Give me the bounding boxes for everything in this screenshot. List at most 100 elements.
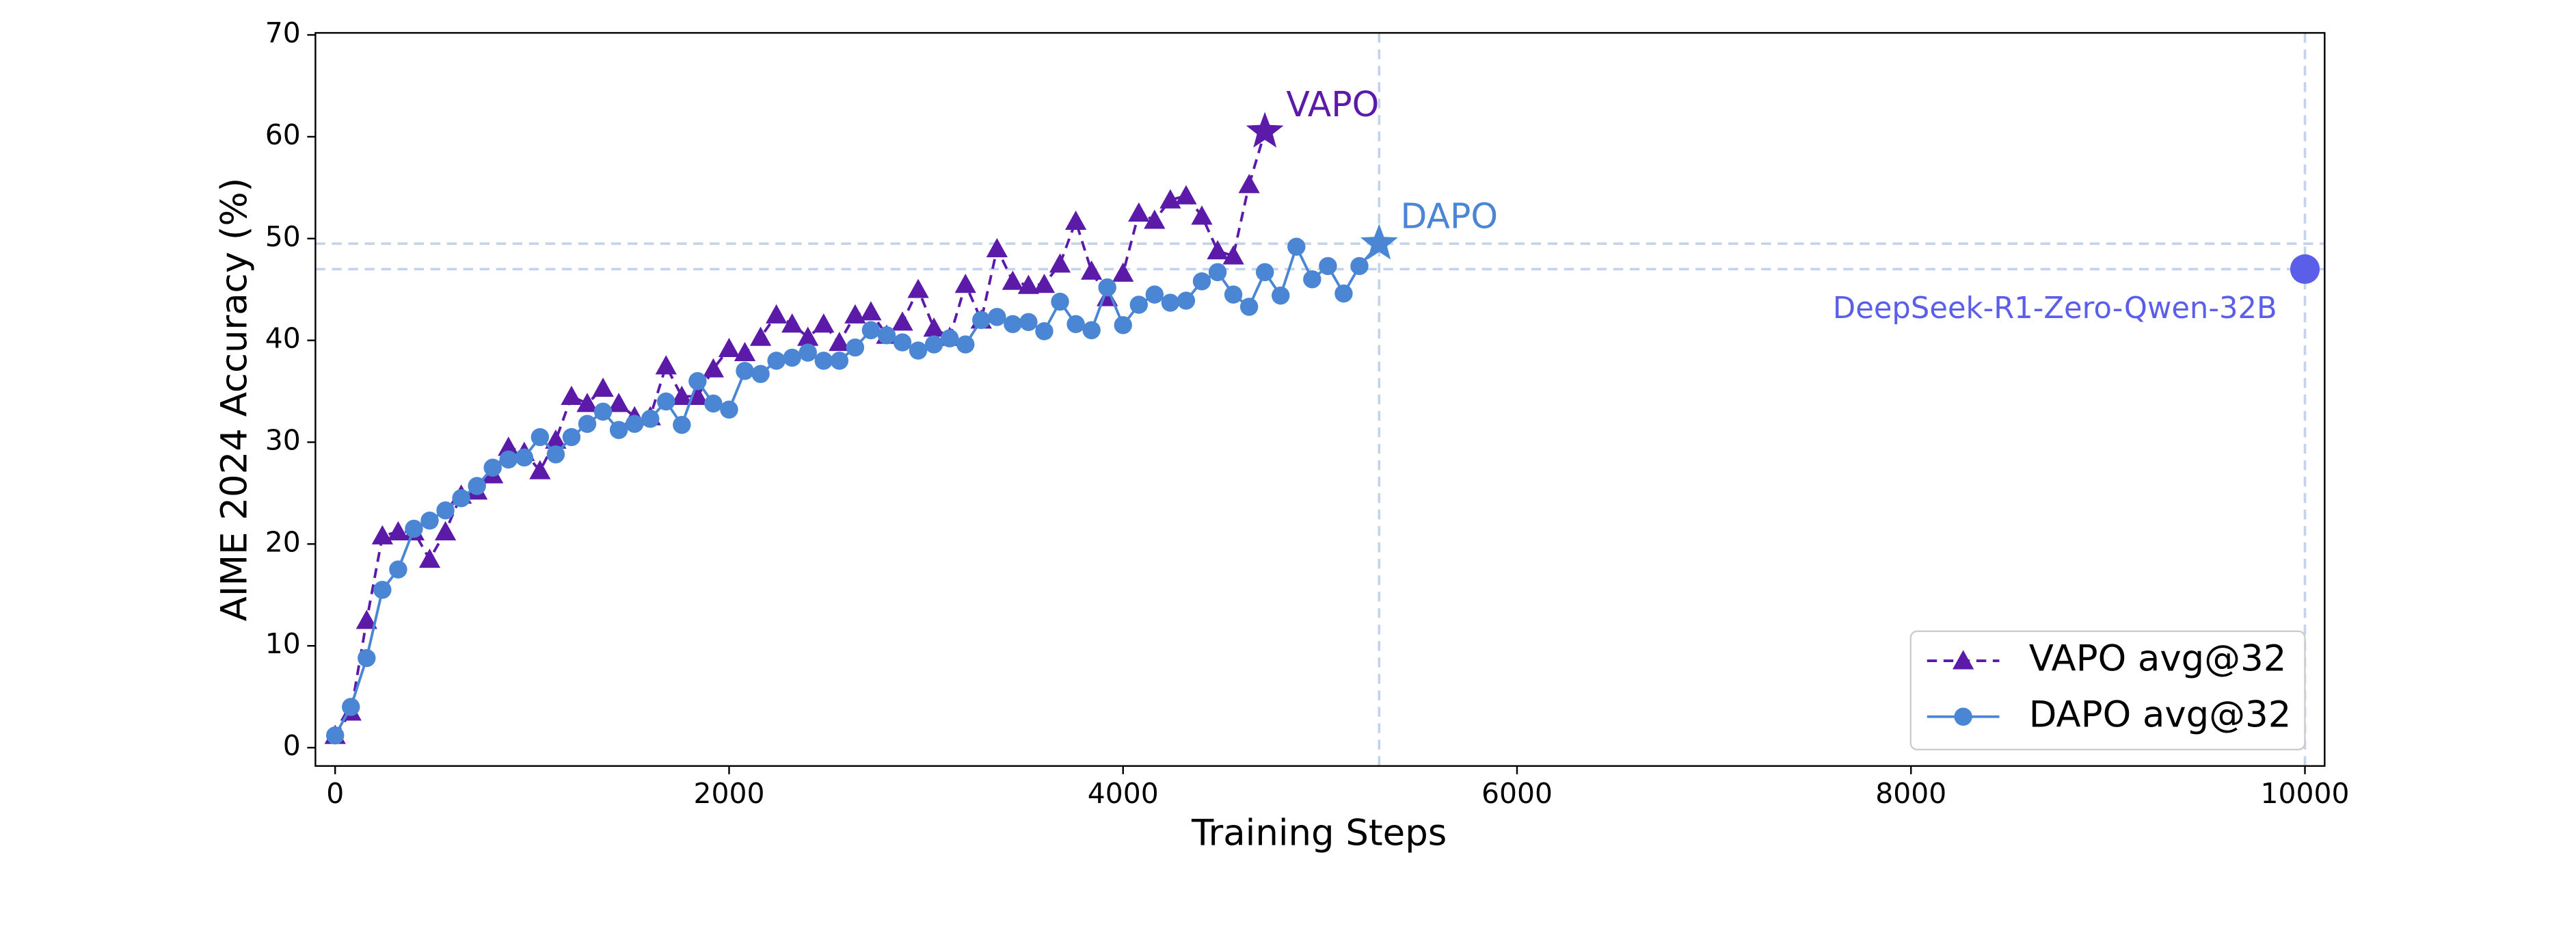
marker [986, 238, 1008, 258]
marker [1159, 189, 1181, 209]
marker [529, 460, 551, 479]
y-tick-label: 60 [265, 118, 301, 151]
star-marker [1246, 111, 1284, 148]
marker [956, 335, 975, 354]
y-tick-label: 10 [265, 627, 301, 660]
marker [907, 278, 929, 298]
marker [418, 549, 441, 568]
marker [923, 317, 945, 337]
marker [1334, 284, 1353, 303]
marker [844, 304, 866, 324]
marker [893, 333, 912, 352]
marker [1081, 260, 1103, 280]
marker [720, 400, 738, 419]
marker [799, 343, 817, 362]
marker [434, 521, 457, 540]
marker [358, 648, 376, 668]
connector [1248, 131, 1267, 185]
marker [546, 445, 565, 464]
series-line [334, 184, 1250, 737]
marker [829, 331, 850, 352]
y-tick-label: 50 [265, 220, 301, 253]
marker [389, 560, 407, 579]
x-tick-label: 2000 [693, 777, 764, 810]
marker [688, 371, 707, 391]
legend-box [1909, 630, 2306, 751]
marker [1144, 209, 1166, 229]
marker [1272, 286, 1290, 305]
marker [1082, 321, 1101, 339]
annotation: VAPO [1286, 84, 1379, 124]
marker [1177, 291, 1196, 310]
marker [734, 341, 756, 361]
marker [515, 448, 534, 467]
legend-label: DAPO avg@32 [2029, 694, 2292, 735]
legend-label: VAPO avg@32 [2029, 638, 2287, 680]
marker [702, 358, 725, 378]
marker [562, 428, 581, 447]
marker [1255, 263, 1274, 282]
x-tick-label: 0 [326, 777, 344, 810]
marker [1019, 313, 1038, 332]
marker [846, 338, 865, 357]
marker [736, 362, 754, 380]
y-axis-label: AIME 2024 Accuracy (%) [214, 178, 256, 621]
marker [686, 385, 708, 405]
y-tick-label: 30 [265, 423, 301, 456]
marker [1287, 237, 1306, 256]
marker [861, 321, 881, 339]
marker [1033, 274, 1056, 293]
marker [545, 429, 567, 449]
marker [593, 402, 613, 421]
x-tick-label: 8000 [1875, 777, 1946, 810]
x-tick-label: 4000 [1088, 777, 1159, 810]
marker [483, 458, 502, 477]
marker [1175, 185, 1197, 205]
marker [781, 313, 803, 333]
marker [592, 377, 614, 397]
marker [436, 501, 455, 520]
marker [988, 308, 1006, 326]
marker [1129, 295, 1148, 314]
marker [813, 313, 835, 333]
marker [1191, 205, 1213, 225]
marker [609, 421, 628, 439]
marker [1239, 298, 1259, 316]
marker [749, 326, 772, 346]
marker [1112, 262, 1134, 282]
marker [561, 385, 582, 405]
marker [1051, 292, 1069, 311]
marker [608, 393, 630, 412]
marker [1128, 202, 1150, 222]
marker [355, 609, 377, 629]
marker [940, 329, 959, 347]
marker [531, 428, 550, 447]
marker [371, 525, 393, 544]
marker [783, 348, 801, 367]
marker [1017, 274, 1040, 294]
marker [1222, 245, 1244, 265]
plot-frame [314, 31, 2326, 767]
marker [499, 450, 518, 469]
marker [751, 365, 770, 383]
marker [765, 304, 788, 324]
marker [1207, 240, 1229, 260]
marker [1954, 707, 1972, 726]
marker [325, 726, 345, 745]
point-marker [2290, 254, 2320, 285]
marker [1066, 315, 1085, 334]
marker [797, 326, 819, 346]
marker [1224, 285, 1243, 304]
y-tick-label: 40 [265, 322, 301, 355]
marker [420, 511, 439, 530]
marker [405, 519, 423, 538]
marker [1049, 253, 1071, 273]
marker [1161, 293, 1180, 312]
marker [1004, 315, 1022, 334]
marker [1953, 650, 1974, 670]
marker [909, 341, 928, 360]
annotation: DeepSeek-R1-Zero-Qwen-32B [1833, 291, 2277, 326]
marker [924, 335, 943, 354]
annotation: DAPO [1401, 196, 1499, 237]
